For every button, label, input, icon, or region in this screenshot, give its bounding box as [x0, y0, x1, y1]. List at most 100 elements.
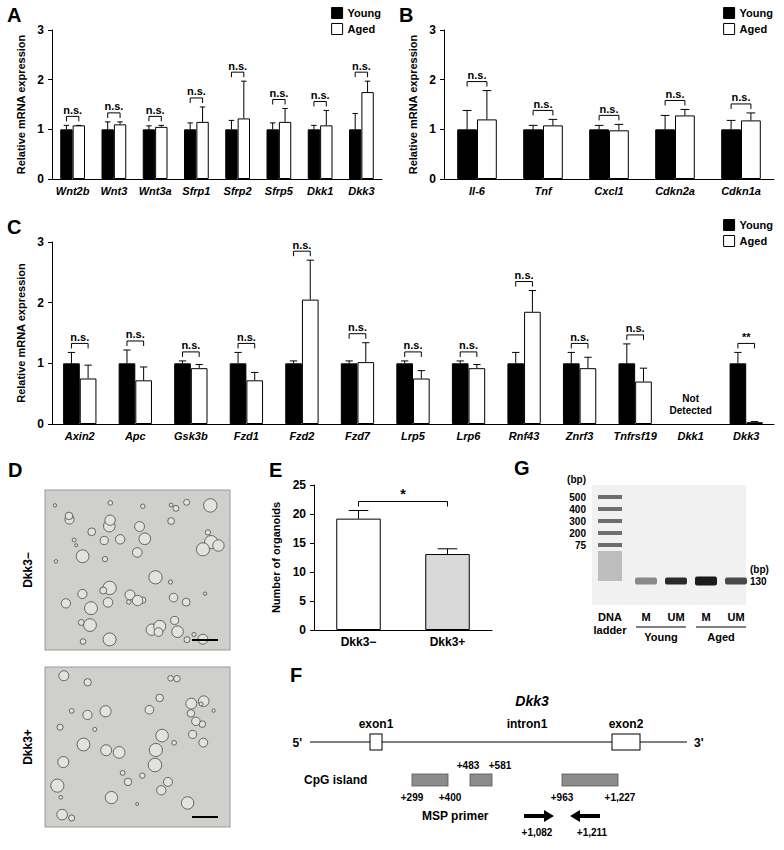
svg-text:0: 0	[37, 417, 44, 431]
svg-text:Relative mRNA expression: Relative mRNA expression	[15, 34, 27, 174]
svg-text:n.s.: n.s.	[269, 87, 288, 99]
svg-text:n.s.: n.s.	[515, 269, 534, 281]
svg-text:Sfrp2: Sfrp2	[224, 185, 252, 197]
svg-text:n.s.: n.s.	[126, 328, 145, 340]
svg-text:Dkk3+: Dkk3+	[21, 729, 35, 765]
svg-text:Aged: Aged	[740, 23, 768, 35]
svg-text:UM: UM	[667, 611, 684, 623]
svg-text:B: B	[399, 4, 413, 26]
svg-text:*: *	[400, 486, 406, 502]
svg-text:MSP primer: MSP primer	[422, 809, 489, 823]
svg-text:+1,082: +1,082	[522, 827, 553, 838]
svg-text:n.s.: n.s.	[626, 322, 645, 334]
svg-text:Fzd2: Fzd2	[289, 430, 314, 442]
svg-text:Aged: Aged	[740, 235, 768, 247]
svg-text:Wnt3a: Wnt3a	[139, 185, 172, 197]
svg-text:10: 10	[293, 565, 307, 579]
svg-text:n.s.: n.s.	[732, 91, 751, 103]
svg-text:75: 75	[575, 540, 587, 551]
svg-text:n.s.: n.s.	[146, 104, 165, 116]
svg-text:+400: +400	[439, 792, 462, 803]
svg-text:n.s.: n.s.	[666, 88, 685, 100]
svg-text:D: D	[8, 459, 22, 481]
svg-text:A: A	[7, 4, 21, 26]
svg-text:400: 400	[569, 504, 586, 515]
svg-text:Sfrp5: Sfrp5	[265, 185, 294, 197]
svg-text:Dkk1: Dkk1	[678, 430, 704, 442]
svg-text:Apc: Apc	[124, 430, 146, 442]
svg-text:Dkk3: Dkk3	[348, 185, 374, 197]
svg-text:Young: Young	[644, 631, 677, 643]
svg-text:F: F	[290, 664, 302, 686]
svg-text:n.s.: n.s.	[352, 60, 371, 72]
svg-text:3: 3	[429, 23, 436, 37]
svg-text:n.s.: n.s.	[348, 321, 367, 333]
svg-text:Il-6: Il-6	[469, 185, 486, 197]
svg-text:+963: +963	[551, 792, 574, 803]
svg-text:0: 0	[429, 172, 436, 186]
svg-text:2: 2	[37, 296, 44, 310]
svg-text:n.s.: n.s.	[104, 100, 123, 112]
svg-text:n.s.: n.s.	[570, 331, 589, 343]
svg-text:Not: Not	[682, 393, 699, 404]
svg-text:Detected: Detected	[670, 405, 712, 416]
svg-text:Number of organoids: Number of organoids	[270, 502, 282, 613]
svg-text:+1,227: +1,227	[605, 792, 636, 803]
svg-text:n.s.: n.s.	[237, 331, 256, 343]
svg-text:3': 3'	[694, 736, 704, 750]
svg-text:Dkk3: Dkk3	[515, 693, 549, 709]
svg-text:n.s.: n.s.	[600, 103, 619, 115]
svg-text:130: 130	[750, 576, 767, 587]
svg-text:n.s.: n.s.	[181, 339, 200, 351]
svg-text:n.s.: n.s.	[534, 98, 553, 110]
svg-text:n.s.: n.s.	[311, 89, 330, 101]
svg-text:Wnt2b: Wnt2b	[56, 185, 90, 197]
svg-text:Dkk3−: Dkk3−	[21, 552, 35, 588]
svg-text:200: 200	[569, 528, 586, 539]
svg-text:Sfrp1: Sfrp1	[182, 185, 210, 197]
svg-text:(bp): (bp)	[567, 474, 586, 485]
svg-text:3: 3	[37, 235, 44, 249]
svg-text:Dkk3−: Dkk3−	[341, 635, 377, 649]
svg-text:M: M	[701, 611, 710, 623]
svg-text:Fzd7: Fzd7	[345, 430, 371, 442]
svg-text:C: C	[7, 216, 21, 238]
svg-text:Znrf3: Znrf3	[565, 430, 594, 442]
svg-text:Gsk3b: Gsk3b	[174, 430, 208, 442]
svg-text:Rnf43: Rnf43	[509, 430, 540, 442]
svg-text:Young: Young	[740, 7, 773, 19]
svg-text:3: 3	[37, 23, 44, 37]
svg-text:2: 2	[429, 73, 436, 87]
svg-text:Tnf: Tnf	[534, 185, 552, 197]
svg-text:25: 25	[293, 478, 307, 492]
svg-text:Cdkn2a: Cdkn2a	[655, 185, 695, 197]
svg-text:Young: Young	[740, 219, 773, 231]
svg-text:Aged: Aged	[348, 23, 376, 35]
svg-text:n.s.: n.s.	[228, 60, 247, 72]
svg-text:+483: +483	[457, 760, 480, 771]
svg-text:n.s.: n.s.	[459, 339, 478, 351]
svg-text:Dkk3: Dkk3	[733, 430, 759, 442]
svg-text:exon2: exon2	[609, 717, 644, 731]
svg-text:DNA: DNA	[598, 611, 622, 623]
svg-text:5: 5	[299, 594, 306, 608]
svg-text:500: 500	[569, 492, 586, 503]
svg-text:+1,211: +1,211	[577, 827, 608, 838]
svg-text:Cdkn1a: Cdkn1a	[721, 185, 761, 197]
svg-text:Wnt3: Wnt3	[100, 185, 127, 197]
svg-text:Aged: Aged	[707, 631, 735, 643]
svg-text:Axin2: Axin2	[64, 430, 95, 442]
svg-text:n.s.: n.s.	[63, 104, 82, 116]
svg-text:Young: Young	[348, 7, 381, 19]
svg-text:intron1: intron1	[507, 717, 548, 731]
svg-text:Fzd1: Fzd1	[234, 430, 259, 442]
svg-text:Dkk3+: Dkk3+	[430, 635, 466, 649]
svg-text:n.s.: n.s.	[292, 239, 311, 251]
svg-text:Lrp6: Lrp6	[457, 430, 482, 442]
svg-text:15: 15	[293, 536, 307, 550]
svg-text:Lrp5: Lrp5	[401, 430, 426, 442]
svg-text:0: 0	[37, 172, 44, 186]
svg-text:Tnfrsf19: Tnfrsf19	[613, 430, 657, 442]
svg-text:5': 5'	[292, 736, 302, 750]
svg-text:ladder: ladder	[593, 624, 627, 636]
